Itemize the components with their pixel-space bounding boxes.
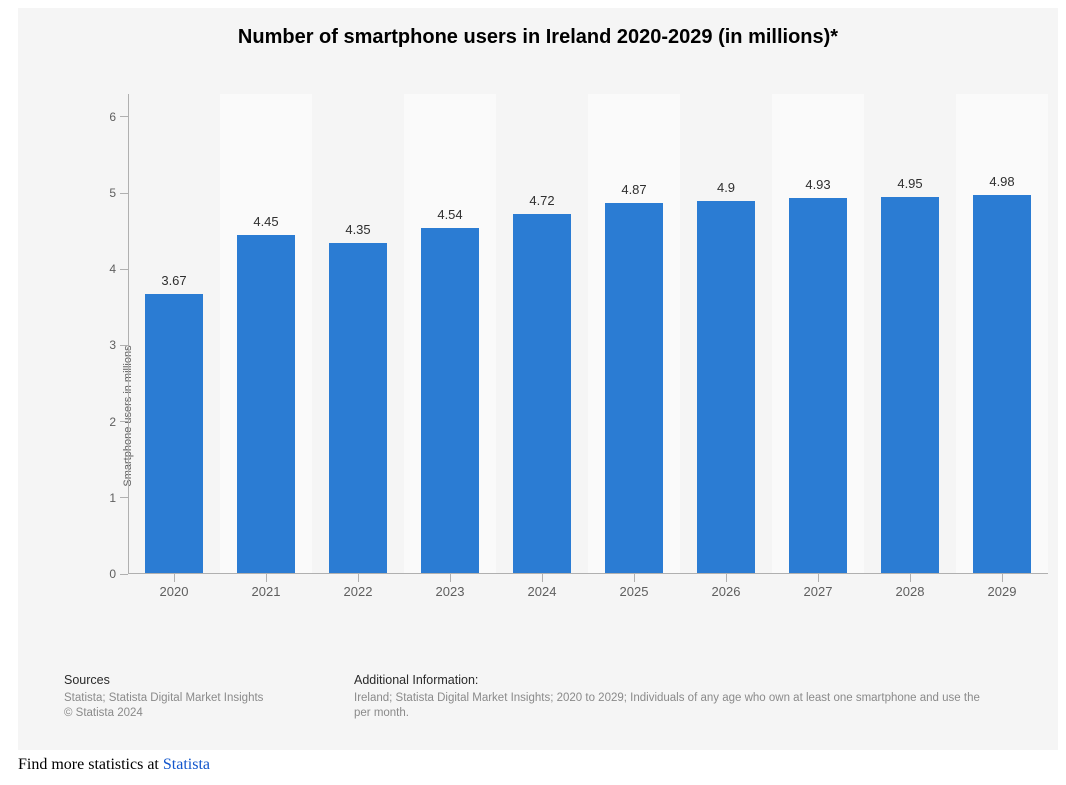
y-tick: [120, 193, 128, 194]
bar-slot: 4.92026: [680, 94, 772, 574]
bar-value-label: 4.93: [805, 177, 830, 192]
bar-value-label: 4.35: [345, 222, 370, 237]
bar-slot: 4.982029: [956, 94, 1048, 574]
x-tick: [174, 574, 175, 582]
bar-slot: 4.872025: [588, 94, 680, 574]
x-tick: [818, 574, 819, 582]
bar-value-label: 4.9: [717, 180, 735, 195]
chart-title: Number of smartphone users in Ireland 20…: [18, 8, 1058, 49]
y-tick: [120, 345, 128, 346]
y-tick-label: 0: [109, 567, 116, 581]
x-tick: [450, 574, 451, 582]
y-tick: [120, 421, 128, 422]
x-tick-label: 2023: [436, 584, 465, 599]
y-tick-label: 5: [109, 186, 116, 200]
below-prefix: Find more statistics at: [18, 756, 163, 773]
x-axis-line: [128, 573, 1048, 574]
x-tick: [266, 574, 267, 582]
y-tick: [120, 574, 128, 575]
y-tick: [120, 116, 128, 117]
y-tick: [120, 497, 128, 498]
bar: 4.95: [881, 197, 940, 574]
x-tick: [910, 574, 911, 582]
x-tick: [358, 574, 359, 582]
x-tick-label: 2025: [620, 584, 649, 599]
chart-card: Number of smartphone users in Ireland 20…: [18, 8, 1058, 750]
bar-slot: 4.352022: [312, 94, 404, 574]
y-tick-label: 6: [109, 110, 116, 124]
info-line2: per month.: [354, 706, 1048, 722]
bar-slot: 3.672020: [128, 94, 220, 574]
footer-info: Additional Information: Ireland; Statist…: [354, 673, 1058, 722]
bars-container: 3.6720204.4520214.3520224.5420234.722024…: [128, 94, 1048, 574]
x-tick: [1002, 574, 1003, 582]
bar-slot: 4.452021: [220, 94, 312, 574]
x-tick-label: 2026: [712, 584, 741, 599]
plot-area: 3.6720204.4520214.3520224.5420234.722024…: [128, 94, 1048, 574]
bar-value-label: 4.95: [897, 176, 922, 191]
x-tick: [542, 574, 543, 582]
bar: 4.72: [513, 214, 572, 574]
y-tick-label: 2: [109, 415, 116, 429]
x-tick-label: 2027: [804, 584, 833, 599]
sources-line1: Statista; Statista Digital Market Insigh…: [64, 691, 354, 707]
footer-sources: Sources Statista; Statista Digital Marke…: [64, 673, 354, 722]
bar: 4.87: [605, 203, 664, 574]
info-heading: Additional Information:: [354, 673, 1048, 687]
plot-wrap: Smartphone users in millions 3.6720204.4…: [88, 78, 1048, 614]
y-tick: [120, 269, 128, 270]
bar-value-label: 4.72: [529, 193, 554, 208]
y-tick-label: 4: [109, 262, 116, 276]
x-tick: [726, 574, 727, 582]
bar: 4.35: [329, 243, 388, 574]
x-tick: [634, 574, 635, 582]
bar-slot: 4.722024: [496, 94, 588, 574]
sources-heading: Sources: [64, 673, 354, 687]
bar-slot: 4.952028: [864, 94, 956, 574]
x-tick-label: 2029: [988, 584, 1017, 599]
bar-slot: 4.932027: [772, 94, 864, 574]
chart-footer: Sources Statista; Statista Digital Marke…: [64, 673, 1058, 722]
bar-value-label: 4.87: [621, 182, 646, 197]
y-tick-label: 1: [109, 491, 116, 505]
bar-value-label: 4.98: [989, 174, 1014, 189]
bar: 3.67: [145, 294, 204, 574]
x-tick-label: 2021: [252, 584, 281, 599]
bar: 4.93: [789, 198, 848, 574]
bar-value-label: 4.45: [253, 214, 278, 229]
statista-link[interactable]: Statista: [163, 756, 210, 773]
x-tick-label: 2020: [160, 584, 189, 599]
bar-value-label: 4.54: [437, 207, 462, 222]
sources-line2: © Statista 2024: [64, 706, 354, 722]
y-axis-line: [128, 94, 129, 574]
bar: 4.45: [237, 235, 296, 574]
bar: 4.9: [697, 201, 756, 574]
x-tick-label: 2022: [344, 584, 373, 599]
info-line1: Ireland; Statista Digital Market Insight…: [354, 691, 1048, 707]
x-tick-label: 2024: [528, 584, 557, 599]
y-tick-label: 3: [109, 338, 116, 352]
page: Number of smartphone users in Ireland 20…: [0, 0, 1066, 774]
bar-value-label: 3.67: [161, 273, 186, 288]
bar: 4.54: [421, 228, 480, 574]
bar: 4.98: [973, 195, 1032, 574]
x-tick-label: 2028: [896, 584, 925, 599]
bar-slot: 4.542023: [404, 94, 496, 574]
below-text: Find more statistics at Statista: [18, 750, 1058, 774]
